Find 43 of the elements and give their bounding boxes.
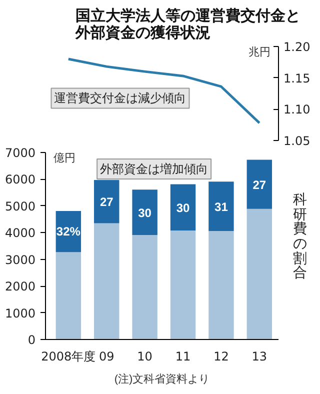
y-tick-label: 3000 bbox=[4, 252, 36, 267]
x-tick-label: 13 bbox=[252, 350, 268, 364]
y-tick-label: 0 bbox=[28, 333, 36, 347]
annotation: 32% bbox=[56, 224, 81, 239]
bar bbox=[132, 190, 158, 236]
x-tick-label: 09 bbox=[98, 350, 114, 364]
y-tick-label: 1000 bbox=[4, 306, 36, 320]
annotation: 31 bbox=[214, 200, 228, 214]
bar bbox=[94, 223, 120, 340]
annotation: 外部資金は増加傾向 bbox=[100, 162, 208, 176]
x-tick-label: 12 bbox=[214, 350, 229, 364]
text: (注)文科省資料より bbox=[114, 372, 210, 386]
bar bbox=[208, 231, 234, 340]
x-tick-label: 10 bbox=[137, 350, 152, 364]
bar bbox=[170, 230, 196, 340]
y-tick-label: 1.05 bbox=[284, 134, 310, 148]
bar bbox=[208, 182, 234, 232]
chart-title: 国立大学法人等の運営費交付金と外部資金の獲得状況 bbox=[74, 6, 300, 42]
bar bbox=[246, 160, 272, 209]
bar bbox=[170, 184, 196, 231]
y-tick-label: 5000 bbox=[4, 199, 36, 214]
annotation: 30 bbox=[138, 206, 152, 220]
y-tick-label: 7000 bbox=[4, 146, 36, 160]
annotation: 運営費交付金は減少傾向 bbox=[54, 91, 186, 106]
y-tick-label: 2000 bbox=[4, 280, 36, 294]
line-series bbox=[67, 58, 261, 124]
y-tick-label: 4000 bbox=[4, 226, 36, 240]
x-tick-label: 2008年度 bbox=[41, 350, 96, 364]
bar bbox=[246, 208, 272, 340]
bar bbox=[94, 180, 120, 224]
x-tick-label: 11 bbox=[175, 350, 191, 364]
y-axis-title: 億円 bbox=[54, 152, 76, 164]
y-axis-title: 兆円 bbox=[248, 46, 270, 58]
annotation: 27 bbox=[100, 195, 114, 210]
bar bbox=[132, 235, 158, 340]
series-label: 科研費の割合 bbox=[293, 192, 307, 282]
bar bbox=[56, 252, 82, 340]
y-tick-label: 6000 bbox=[4, 172, 36, 187]
y-tick-label: 1.10 bbox=[284, 102, 310, 117]
y-tick-label: 1.20 bbox=[284, 40, 310, 54]
annotation: 27 bbox=[252, 178, 266, 192]
annotation: 30 bbox=[176, 200, 190, 215]
y-tick-label: 1.15 bbox=[284, 71, 310, 86]
